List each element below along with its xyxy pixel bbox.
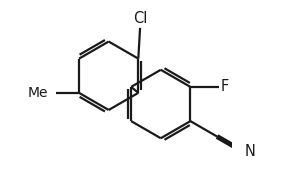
Text: F: F: [221, 79, 229, 94]
Text: N: N: [245, 144, 255, 159]
Text: Cl: Cl: [133, 11, 147, 26]
Text: Me: Me: [28, 86, 49, 100]
